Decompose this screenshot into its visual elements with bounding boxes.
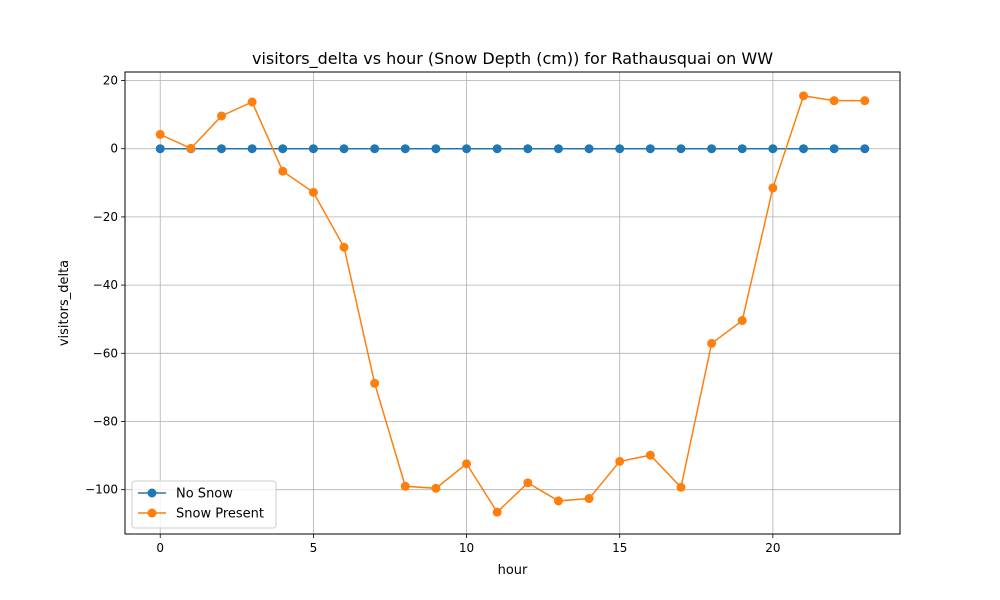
x-tick-label: 10 [459, 541, 474, 555]
data-point-no-snow [860, 144, 870, 154]
data-point-no-snow [584, 144, 594, 154]
data-point-snow-present [860, 96, 870, 106]
data-point-snow-present [339, 242, 349, 252]
data-point-no-snow [308, 144, 318, 154]
data-point-snow-present [216, 111, 226, 121]
data-point-snow-present [737, 316, 747, 326]
x-axis-label: hour [498, 563, 528, 578]
y-tick-label: −100 [85, 483, 118, 497]
x-tick-label: 5 [310, 541, 318, 555]
legend: No Snow Snow Present [131, 480, 277, 529]
y-tick-label: −40 [93, 278, 118, 292]
data-point-snow-present [431, 483, 441, 493]
data-point-snow-present [829, 96, 839, 106]
data-point-snow-present [186, 143, 196, 153]
data-point-snow-present [278, 166, 288, 176]
legend-label-snow-present: Snow Present [176, 507, 264, 522]
data-point-no-snow [615, 144, 625, 154]
data-point-no-snow [339, 144, 349, 154]
y-axis-label: visitors_delta [57, 260, 72, 346]
data-point-snow-present [492, 507, 502, 517]
data-point-no-snow [676, 144, 686, 154]
plot-frame [124, 71, 901, 535]
data-point-no-snow [216, 144, 226, 154]
axis-ticks: 0 5 10 15 20 20 0 −20 −40 −60 −80 −100 [85, 74, 780, 555]
data-point-snow-present [247, 97, 257, 107]
data-point-snow-present [799, 91, 809, 101]
data-point-snow-present [615, 456, 625, 466]
x-tick-label: 20 [765, 541, 780, 555]
data-point-snow-present [645, 450, 655, 460]
data-point-snow-present [462, 459, 472, 469]
data-point-snow-present [707, 338, 717, 348]
data-point-no-snow [370, 144, 380, 154]
data-point-snow-present [584, 494, 594, 504]
y-tick-label: 0 [110, 142, 118, 156]
y-tick-label: −60 [93, 346, 118, 360]
series-line-snow-present [159, 95, 865, 514]
data-point-no-snow [829, 144, 839, 154]
data-point-no-snow [155, 144, 165, 154]
data-point-no-snow [645, 144, 655, 154]
series-area [155, 91, 870, 517]
data-point-snow-present [768, 183, 778, 193]
data-point-no-snow [278, 144, 288, 154]
data-point-no-snow [799, 144, 809, 154]
legend-marker-snow-present [147, 508, 157, 518]
x-tick-label: 15 [612, 541, 627, 555]
data-point-no-snow [247, 144, 257, 154]
data-point-snow-present [400, 481, 410, 491]
chart-title: visitors_delta vs hour (Snow Depth (cm))… [252, 49, 773, 69]
x-tick-label: 0 [156, 541, 164, 555]
legend-marker-no-snow [147, 488, 157, 498]
data-point-snow-present [155, 129, 165, 139]
data-point-snow-present [370, 378, 380, 388]
data-point-snow-present [523, 478, 533, 488]
data-point-no-snow [737, 144, 747, 154]
y-tick-label: −80 [93, 414, 118, 428]
data-point-snow-present [553, 496, 563, 506]
legend-box [131, 480, 277, 529]
data-point-no-snow [553, 144, 563, 154]
data-point-no-snow [462, 144, 472, 154]
y-tick-label: 20 [103, 74, 118, 88]
data-point-snow-present [308, 187, 318, 197]
legend-label-no-snow: No Snow [176, 487, 233, 502]
y-tick-label: −20 [93, 210, 118, 224]
data-point-no-snow [707, 144, 717, 154]
data-point-no-snow [523, 144, 533, 154]
data-point-no-snow [768, 144, 778, 154]
data-point-snow-present [676, 482, 686, 492]
data-point-no-snow [492, 144, 502, 154]
data-point-no-snow [431, 144, 441, 154]
data-point-no-snow [400, 144, 410, 154]
